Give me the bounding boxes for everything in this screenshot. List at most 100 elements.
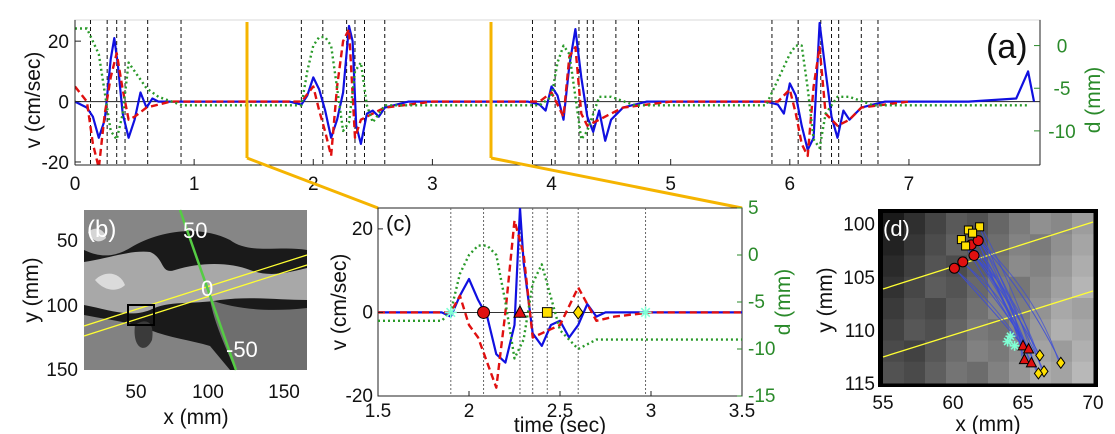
image-pixel <box>1072 340 1094 363</box>
y-tick-label: 0 <box>1057 37 1068 58</box>
y-tick-label: -20 <box>346 386 373 407</box>
image-pixel <box>946 319 968 341</box>
panel-a-label: (a) <box>986 28 1028 66</box>
panel-b-line-label-50: 50 <box>183 218 207 243</box>
image-pixel <box>925 234 947 256</box>
x-tick-label: 7 <box>904 174 915 195</box>
image-pixel <box>967 276 989 299</box>
image-pixel <box>883 298 905 320</box>
svg-text:100: 100 <box>192 382 224 403</box>
y-tick-label: 20 <box>48 32 69 53</box>
panel-b-label: (b) <box>87 216 116 243</box>
star-stroke <box>1010 341 1019 350</box>
panel-c-event-lines <box>450 208 647 396</box>
velocity-measured-line <box>75 21 1036 151</box>
image-pixel <box>1009 213 1031 235</box>
x-tick-label: 3 <box>646 401 657 422</box>
marker-circle <box>972 235 984 247</box>
image-pixel <box>904 276 926 299</box>
panel-a-event-lines <box>89 20 879 165</box>
marker-diamond <box>572 304 584 320</box>
y-tick-label: -5 <box>1054 79 1071 100</box>
trajectory-line <box>979 226 1045 372</box>
image-pixel <box>925 213 947 235</box>
marker-circle <box>957 256 969 268</box>
x-tick-label: 0 <box>70 174 81 195</box>
y-tick-label: 5 <box>748 198 759 219</box>
image-pixel <box>988 361 1010 384</box>
panel-d-ylabel: y (mm) <box>814 267 837 332</box>
image-pixel <box>1030 298 1052 320</box>
svg-text:100: 100 <box>46 296 78 317</box>
x-tick-label: 65 <box>1012 393 1033 414</box>
image-pixel <box>1009 361 1031 384</box>
marker-star <box>1002 336 1013 347</box>
image-pixel <box>988 213 1010 235</box>
image-pixel <box>883 213 905 235</box>
panel-c: 20 0 -20 5 0 -5 -10 -15 1.5 2 2.5 3 3.5 (c) v (cm/… <box>328 198 795 434</box>
image-pixel <box>925 319 947 341</box>
svg-text:150: 150 <box>46 360 78 381</box>
panel-c-xlabel: time (sec) <box>514 414 606 434</box>
panel-a: 200-20 0-5-10 01234567 (a) v (cm/sec) d … <box>22 19 1105 195</box>
image-pixel <box>1030 276 1052 299</box>
x-tick-label: 70 <box>1082 393 1103 414</box>
x-tick-label: 60 <box>942 393 963 414</box>
panel-a-ylabel-left: v (cm/sec) <box>22 52 45 149</box>
panel-b-xlabel: x (mm) <box>163 406 228 429</box>
velocity-model-line <box>75 27 910 165</box>
panel-a-series <box>75 21 1036 165</box>
image-pixel <box>883 234 905 256</box>
trajectory-line <box>976 237 1037 371</box>
marker-circle <box>968 250 980 261</box>
y-tick-label: 110 <box>845 321 875 342</box>
image-pixel <box>1051 213 1073 235</box>
y-tick-label: 0 <box>362 302 373 323</box>
trajectory-line <box>975 248 1023 357</box>
svg-text:150: 150 <box>268 382 300 403</box>
marker-star <box>1009 340 1020 351</box>
image-pixel <box>925 276 947 299</box>
image-pixel <box>967 340 989 363</box>
image-pixel <box>1051 340 1073 363</box>
panel-d-y-ticks: 100 105 110 115 <box>843 215 875 395</box>
y-tick-label: -10 <box>1048 122 1075 143</box>
panel-c-y-ticks-left: 20 0 -20 <box>346 219 383 407</box>
panel-a-y-ticks-left: 20 0 -20 <box>42 32 81 174</box>
panel-d: (d) 100 105 110 115 55 60 65 70 x (mm) y (mm) <box>814 209 1104 434</box>
panel-b-line-label-minus50: -50 <box>226 337 258 362</box>
trajectory-line <box>972 232 1039 374</box>
panel-d-image-grid <box>883 213 1094 384</box>
panel-a-ylabel-right: d (mm) <box>1082 67 1105 134</box>
panel-a-frame <box>74 19 1041 166</box>
star-stroke <box>640 307 651 318</box>
panel-c-ylabel-left: v (cm/sec) <box>328 254 351 351</box>
panel-c-series <box>378 208 742 389</box>
marker-star <box>444 306 457 319</box>
marker-square <box>541 307 553 318</box>
marker-circle <box>477 305 491 319</box>
marker-diamond <box>1033 367 1044 380</box>
marker-square <box>968 228 978 238</box>
panel-c-frame <box>377 207 743 397</box>
image-pixel <box>946 213 968 235</box>
image-pixel <box>1051 234 1073 256</box>
panel-b-roi-box <box>127 304 155 326</box>
image-pixel <box>1072 298 1094 320</box>
trajectory-line <box>958 272 1021 343</box>
image-pixel <box>1030 255 1052 278</box>
x-tick-label: 5 <box>665 174 676 195</box>
panel-b-green-line <box>178 209 238 371</box>
image-pixel <box>883 255 905 278</box>
panel-d-xlabel: x (mm) <box>955 413 1020 434</box>
marker-square <box>961 241 971 251</box>
zoom-bracket <box>245 22 743 210</box>
trajectory-line <box>983 230 1042 369</box>
panel-c-markers <box>444 304 652 320</box>
x-tick-label: 3 <box>427 174 438 195</box>
velocity-model-line <box>378 219 742 389</box>
image-pixel <box>1072 276 1094 299</box>
image-pixel <box>1030 213 1052 235</box>
star-stroke <box>1003 337 1012 346</box>
